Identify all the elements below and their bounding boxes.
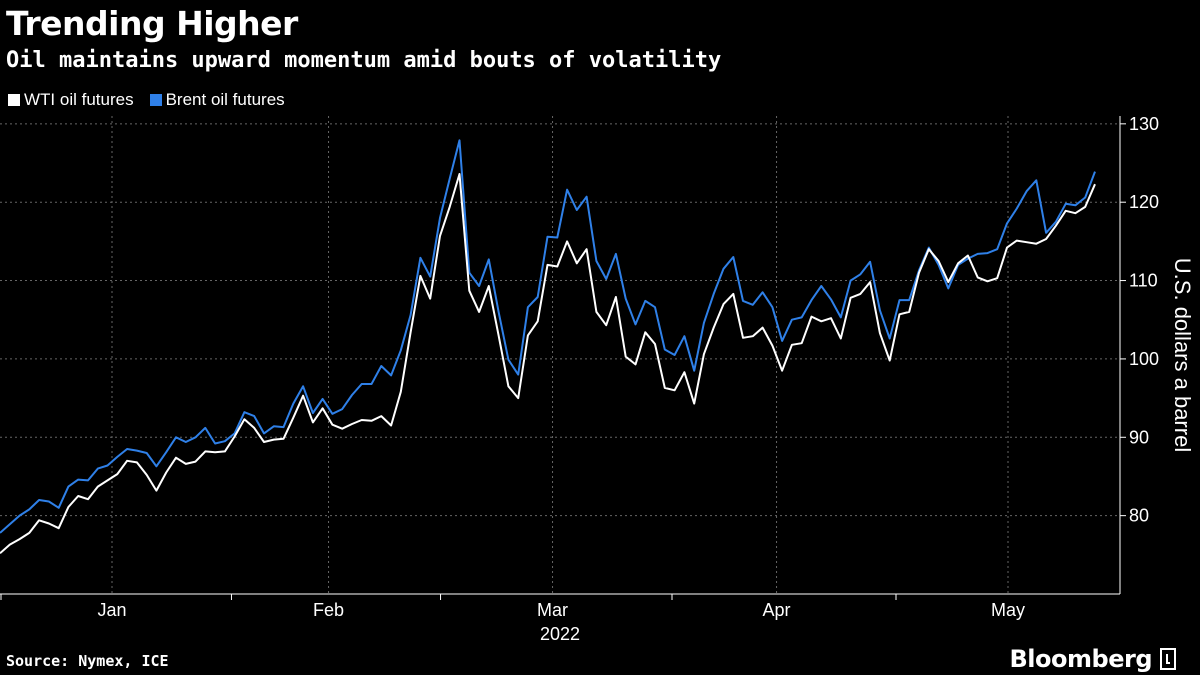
legend-item-brent: Brent oil futures <box>149 90 285 110</box>
bloomberg-logo: Bloomberg <box>1010 645 1176 673</box>
series-line-brent <box>0 139 1096 534</box>
xtick-label-feb: Feb <box>313 600 344 620</box>
legend-swatch-wti <box>8 94 20 106</box>
xtick-label-may: May <box>991 600 1025 620</box>
ytick-label-110: 110 <box>1129 271 1158 291</box>
chart-subtitle: Oil maintains upward momentum amid bouts… <box>6 48 722 73</box>
ytick-label-120: 120 <box>1129 192 1159 212</box>
bloomberg-terminal-icon <box>1160 648 1176 670</box>
legend: WTI oil futures Brent oil futures <box>8 90 285 110</box>
series-line-wti <box>0 173 1096 555</box>
ytick-label-90: 90 <box>1129 427 1149 447</box>
chart-title: Trending Higher <box>6 4 298 43</box>
legend-label-brent: Brent oil futures <box>165 90 285 109</box>
series-lines <box>0 139 1096 555</box>
y-axis-title: U.S. dollars a barrel <box>1170 258 1195 452</box>
ytick-label-100: 100 <box>1129 349 1159 369</box>
legend-swatch-brent <box>149 94 162 106</box>
source-note: Source: Nymex, ICE <box>6 652 169 670</box>
brand-text: Bloomberg <box>1009 645 1153 673</box>
legend-item-wti: WTI oil futures <box>8 90 134 110</box>
axis-labels: 80 90 100 110 120 130 Jan Feb Mar Apr May 2022 U.S. … <box>97 114 1195 644</box>
grid <box>0 116 1120 594</box>
legend-label-wti: WTI oil futures <box>24 90 134 109</box>
xtick-label-apr: Apr <box>763 600 791 620</box>
ytick-label-130: 130 <box>1129 114 1159 134</box>
axes <box>0 116 1126 600</box>
xtick-label-jan: Jan <box>97 600 126 620</box>
xtick-label-mar: Mar <box>537 600 568 620</box>
ytick-label-80: 80 <box>1129 506 1149 526</box>
x-year-label: 2022 <box>540 624 580 644</box>
